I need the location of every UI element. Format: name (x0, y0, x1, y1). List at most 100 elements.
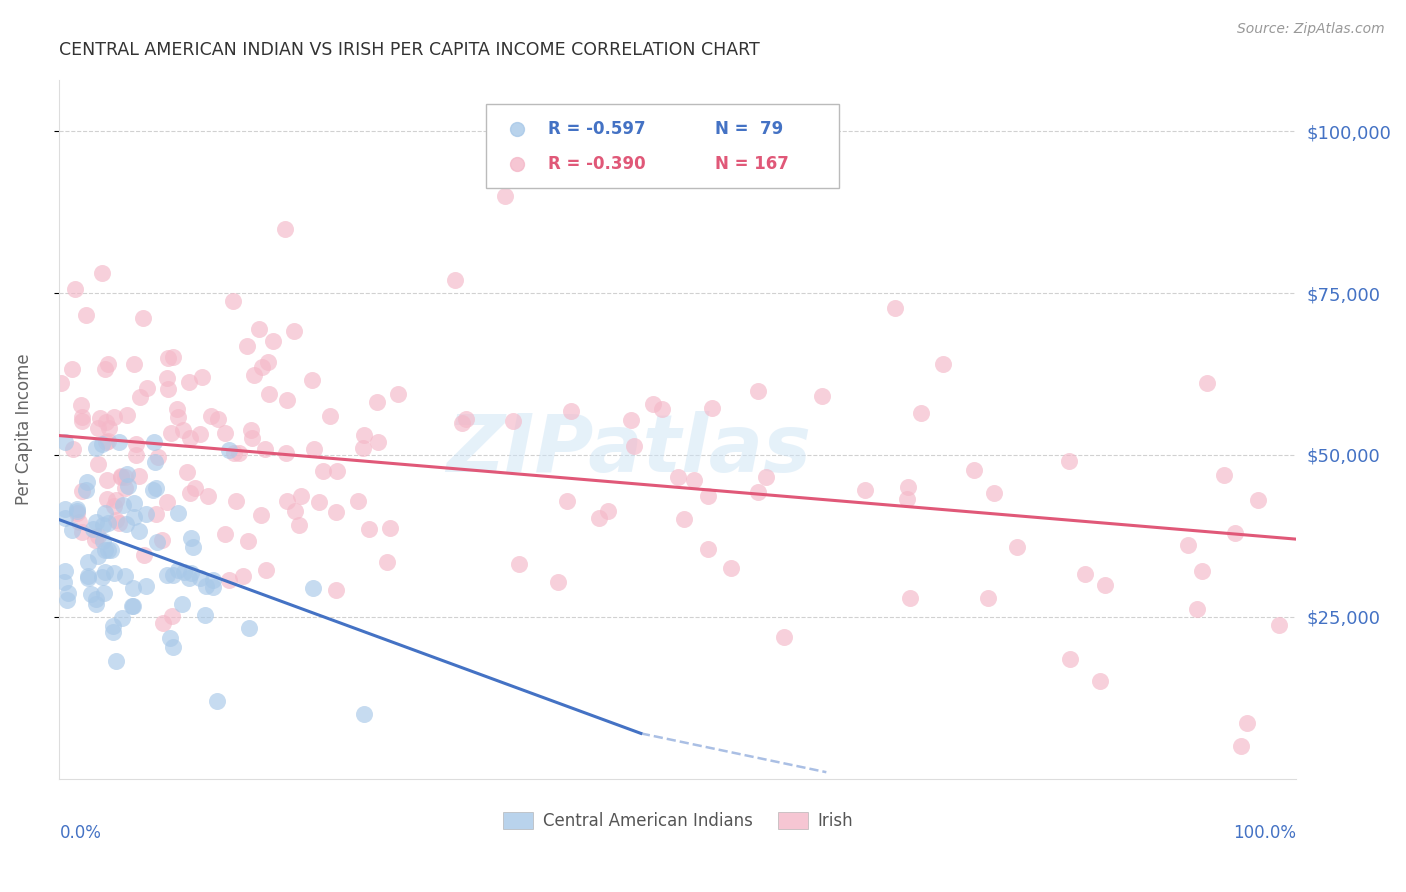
Point (1236, 716, 1258, 731)
Point (86, 421, 108, 435)
Point (128, 469, 150, 483)
Point (346, 494, 368, 508)
Point (180, 566, 202, 580)
Text: ZIPatlas: ZIPatlas (446, 411, 811, 489)
Point (696, 489, 718, 503)
Point (63, 282, 86, 296)
Point (232, 569, 254, 583)
Point (353, 428, 375, 442)
Point (1057, 454, 1080, 468)
Point (53, 501, 76, 516)
Point (117, 479, 139, 493)
Point (156, 495, 179, 509)
Point (697, 542, 720, 557)
Point (1225, 525, 1247, 540)
Point (378, 521, 401, 535)
Point (387, 387, 409, 401)
Point (97, 434, 120, 448)
Point (173, 566, 195, 580)
Point (56, 593, 79, 607)
Point (225, 493, 247, 508)
Point (910, 406, 932, 420)
Point (444, 273, 467, 287)
Point (1005, 540, 1028, 554)
Point (188, 427, 211, 442)
Point (157, 382, 180, 396)
Text: R = -0.390: R = -0.390 (548, 155, 645, 173)
Point (1177, 538, 1199, 552)
Point (67, 515, 90, 529)
Point (773, 631, 796, 645)
Point (547, 575, 569, 590)
Point (218, 573, 240, 587)
Point (114, 481, 136, 495)
Text: CENTRAL AMERICAN INDIAN VS IRISH PER CAPITA INCOME CORRELATION CHART: CENTRAL AMERICAN INDIAN VS IRISH PER CAP… (59, 41, 761, 59)
Point (49, 376, 72, 391)
Point (94, 565, 117, 579)
Point (97, 358, 120, 372)
Point (103, 566, 125, 580)
Point (72, 410, 94, 425)
Point (276, 446, 298, 460)
Point (101, 625, 124, 640)
Point (172, 597, 194, 611)
Point (66, 502, 89, 516)
Point (146, 450, 169, 464)
Point (931, 357, 953, 371)
Point (96, 492, 118, 507)
Point (128, 524, 150, 538)
Point (56, 585, 79, 599)
Point (136, 381, 159, 395)
Point (977, 591, 1000, 606)
Point (194, 607, 217, 622)
Point (747, 384, 769, 398)
Point (898, 591, 921, 606)
Point (238, 621, 260, 635)
Point (243, 368, 266, 383)
Point (240, 431, 263, 445)
Point (1185, 602, 1208, 616)
Point (222, 293, 245, 308)
Point (70, 484, 93, 499)
Point (201, 573, 224, 587)
Point (125, 449, 148, 463)
Point (150, 533, 173, 547)
Point (121, 599, 143, 613)
Point (156, 568, 179, 582)
Point (897, 480, 920, 494)
Point (228, 445, 250, 459)
Point (86, 597, 108, 611)
Point (1268, 617, 1291, 632)
Point (276, 392, 298, 407)
Point (103, 499, 125, 513)
Point (247, 322, 270, 336)
Point (86, 549, 108, 564)
Point (87, 457, 110, 471)
Point (720, 561, 742, 575)
Text: N =  79: N = 79 (716, 120, 783, 138)
Point (160, 426, 183, 441)
Point (84, 515, 107, 529)
Point (90, 437, 112, 451)
Point (135, 508, 157, 522)
Point (179, 485, 201, 500)
Point (301, 373, 323, 387)
Point (145, 507, 167, 521)
Point (853, 483, 876, 497)
Point (91, 518, 114, 533)
Point (205, 693, 228, 707)
Legend: Central American Indians, Irish: Central American Indians, Irish (496, 805, 860, 837)
Point (143, 435, 166, 450)
Point (152, 615, 174, 630)
Point (274, 222, 297, 236)
Point (115, 408, 138, 422)
Point (302, 582, 325, 596)
Point (87, 529, 110, 543)
Point (1059, 652, 1081, 666)
Point (1247, 492, 1270, 507)
Point (162, 350, 184, 364)
Point (121, 599, 143, 614)
Point (162, 567, 184, 582)
Point (179, 375, 201, 389)
Point (132, 549, 155, 563)
